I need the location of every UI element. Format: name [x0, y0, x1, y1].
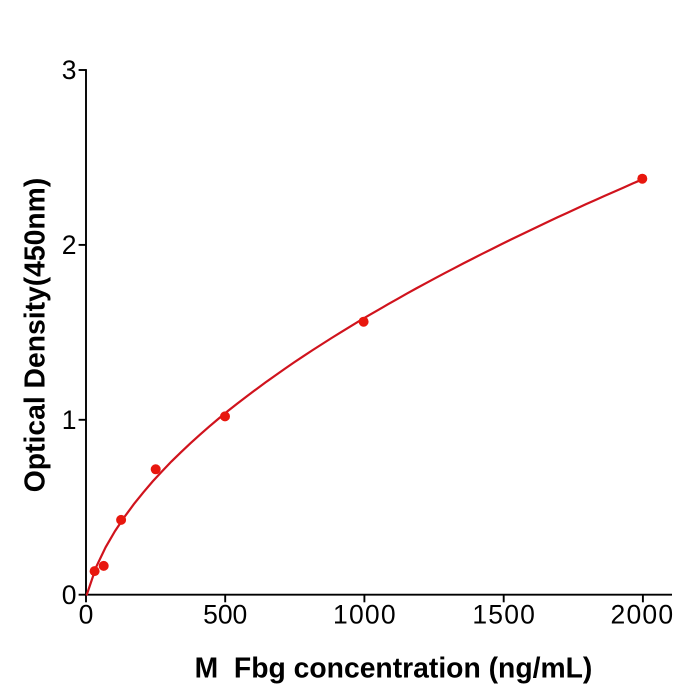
svg-text:0: 0	[62, 580, 77, 610]
svg-text:2: 2	[62, 230, 77, 260]
svg-text:1000: 1000	[333, 600, 397, 630]
svg-text:1500: 1500	[472, 600, 536, 630]
svg-text:Optical Density(450nm): Optical Density(450nm)	[18, 178, 50, 493]
svg-text:0: 0	[79, 600, 94, 630]
svg-text:500: 500	[203, 600, 247, 630]
svg-text:2000: 2000	[611, 600, 675, 630]
svg-text:3: 3	[62, 55, 77, 85]
svg-text:1: 1	[62, 405, 77, 435]
svg-text:M Fbg concentration (ng/mL): M Fbg concentration (ng/mL)	[195, 651, 593, 683]
